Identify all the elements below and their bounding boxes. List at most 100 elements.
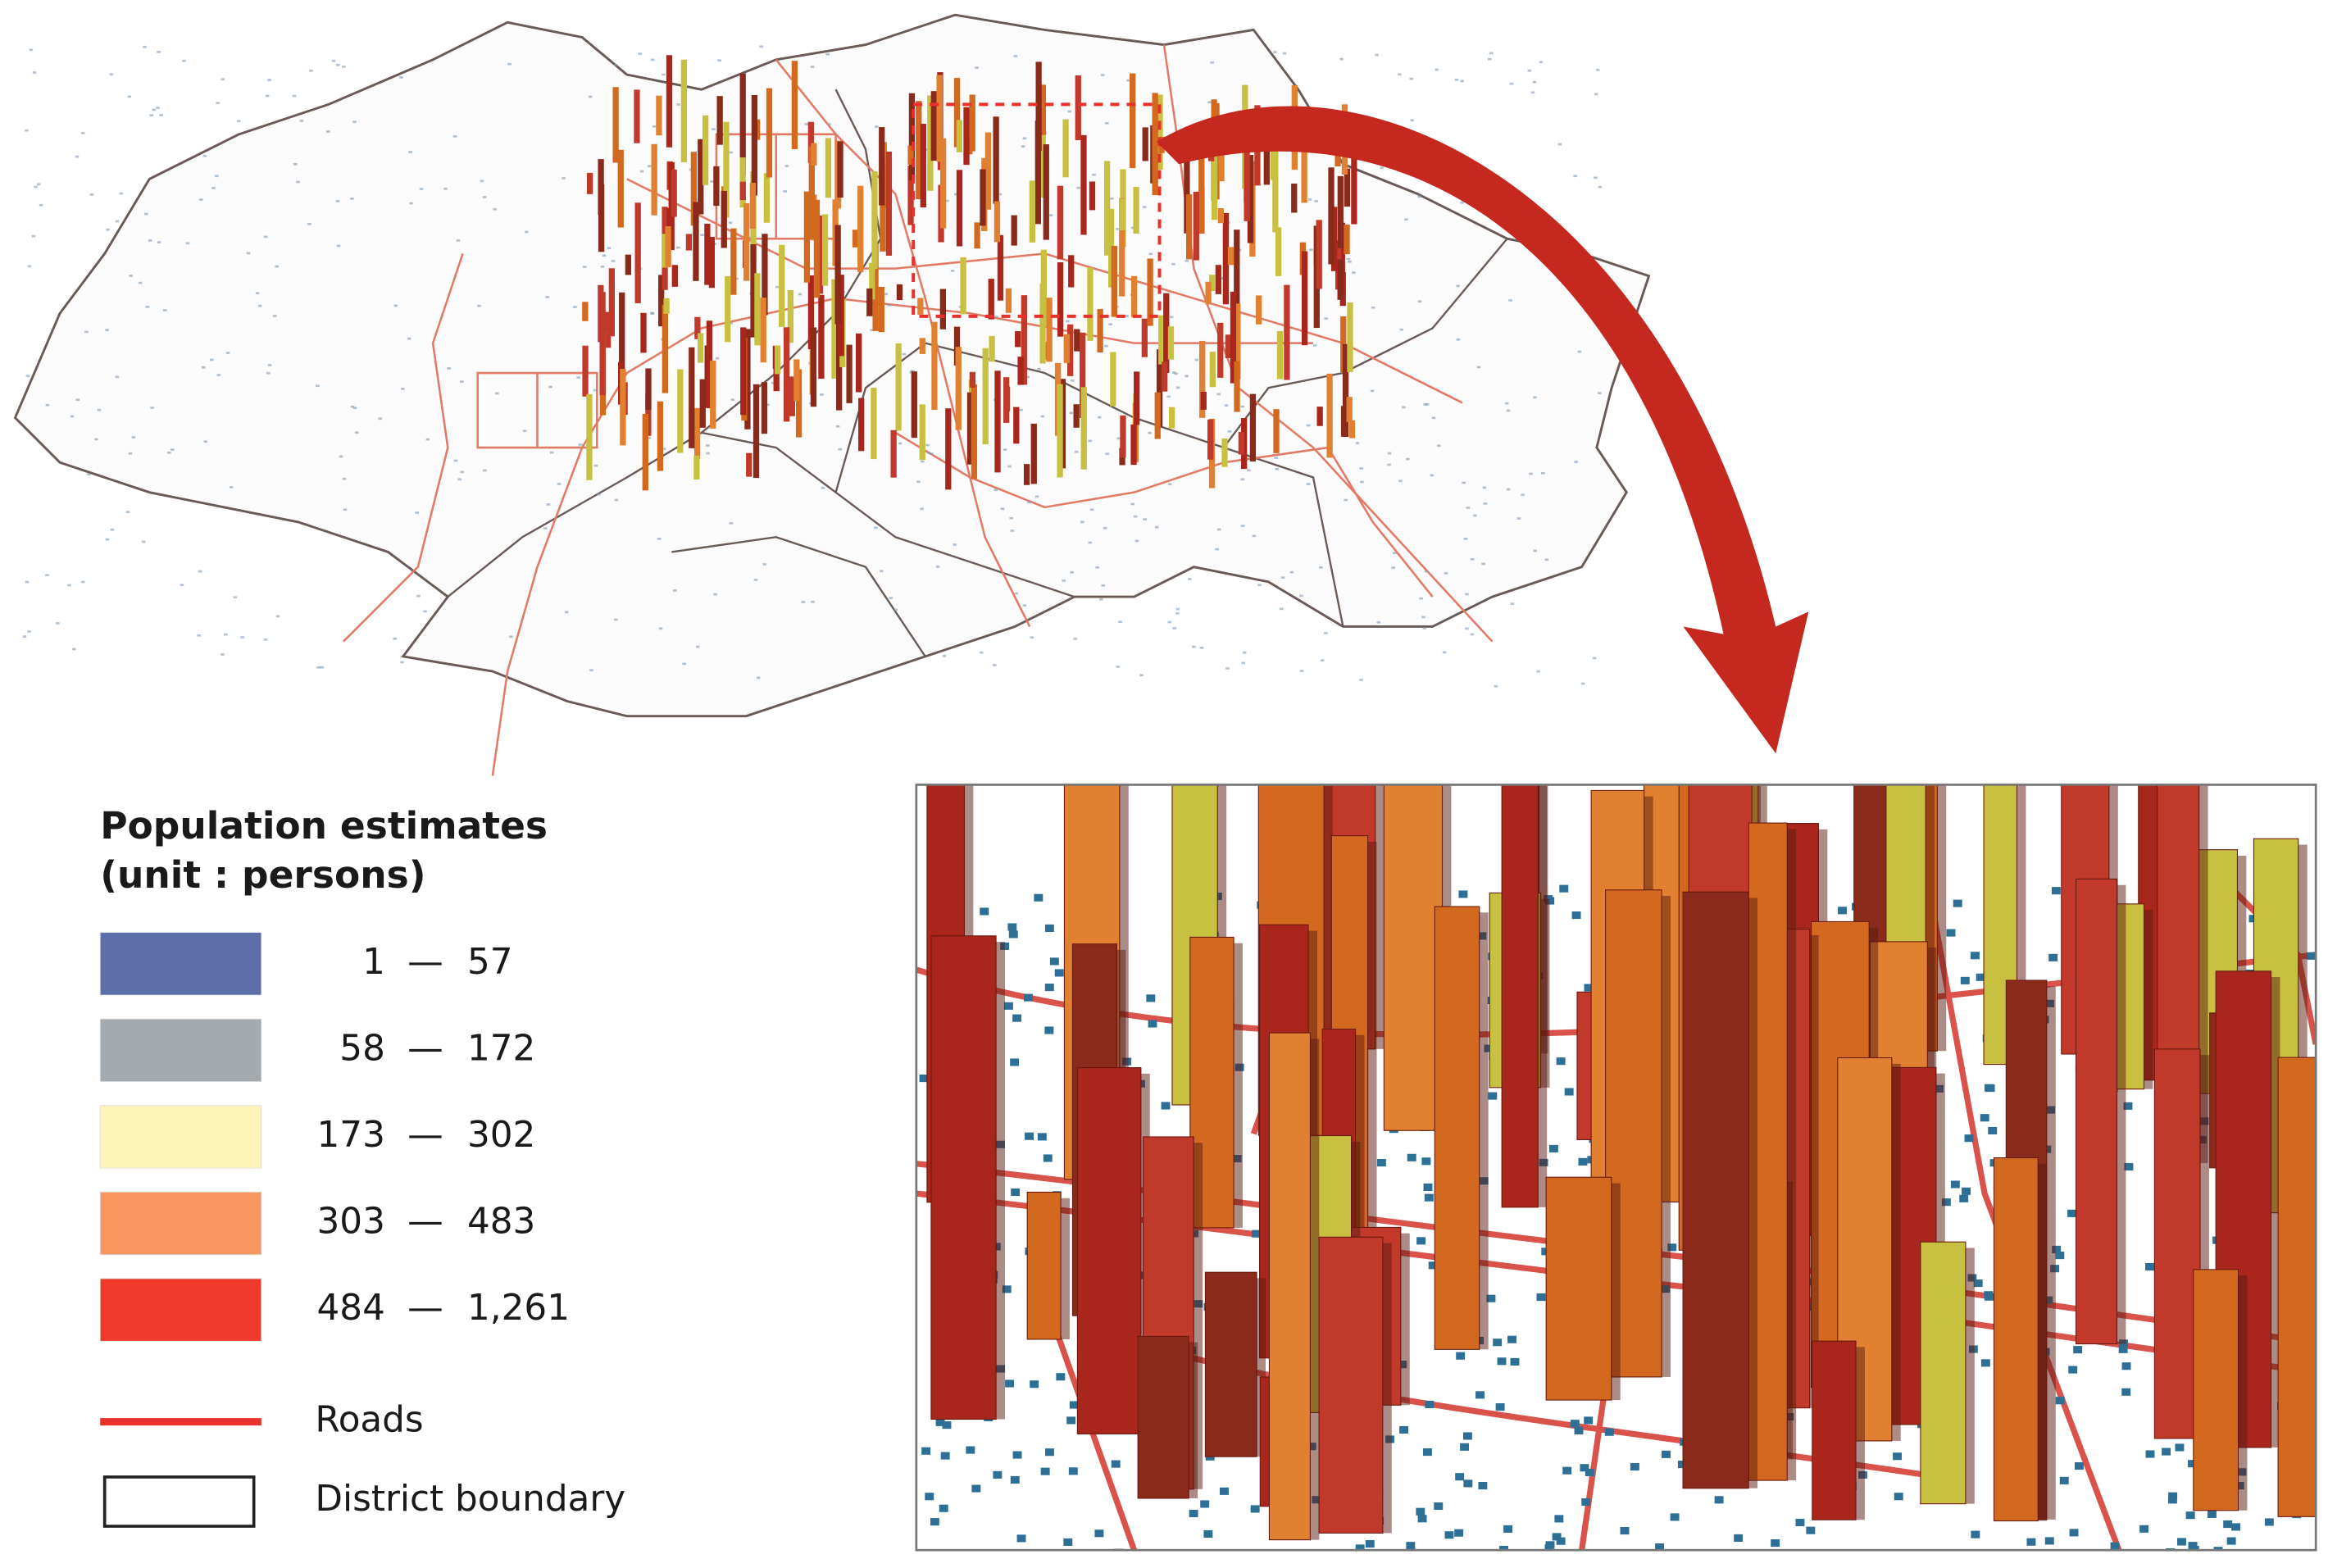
building-dot [1592, 657, 1597, 660]
building [1444, 1531, 1454, 1539]
building-dot [1533, 549, 1538, 552]
building [1507, 1335, 1516, 1343]
building-dot [564, 611, 569, 614]
inset-bar [1383, 784, 1444, 1131]
building [2208, 1510, 2217, 1518]
building-dot [910, 370, 915, 372]
building [1971, 1551, 1980, 1558]
building [1458, 890, 1468, 898]
building-dot [546, 503, 551, 506]
building-dot [820, 393, 824, 396]
inset-bar [2076, 878, 2118, 1345]
building [1584, 1416, 1594, 1425]
building [2188, 1542, 2198, 1550]
building-dot [1398, 73, 1402, 76]
building-dot [456, 239, 461, 242]
building-dot [1105, 452, 1109, 456]
building-dot [1510, 602, 1515, 606]
map-bar [1015, 331, 1021, 348]
map-bar [793, 359, 800, 402]
map-bar [916, 101, 922, 200]
map-bar [1234, 230, 1240, 330]
boundary-swatch [102, 1475, 256, 1528]
map-bar [956, 170, 963, 247]
building-dot [916, 480, 921, 484]
building-dot [1476, 366, 1481, 369]
building [940, 1452, 950, 1460]
legend-swatch [99, 1105, 262, 1169]
building-dot [457, 478, 462, 481]
building-dot [400, 661, 404, 664]
building-dot [998, 193, 1003, 196]
legend-separator: — [407, 1201, 443, 1243]
building-dot [399, 76, 403, 79]
map-bar [749, 183, 757, 230]
building-dot [221, 78, 225, 81]
building-dot [573, 306, 577, 308]
building-dot [1080, 520, 1084, 524]
building-dot [1037, 367, 1041, 370]
building-dot [275, 615, 280, 618]
map-bar [751, 94, 758, 196]
building-dot [1409, 77, 1413, 80]
map-bar [825, 138, 832, 198]
building [2110, 1542, 2120, 1550]
inset-bar-side [2271, 977, 2280, 1448]
building-dot [263, 235, 268, 239]
map-bar [586, 393, 593, 480]
map-bar [706, 320, 713, 409]
building-dot [156, 107, 160, 109]
building-dot [1598, 185, 1603, 189]
building-dot [602, 254, 607, 257]
building-dot [1387, 463, 1391, 466]
building-dot [729, 151, 733, 154]
building-dot [614, 498, 619, 502]
building-dot [507, 62, 512, 66]
building [1425, 1400, 1435, 1409]
building-dot [105, 329, 109, 331]
building [1044, 1026, 1054, 1034]
building-dot [1184, 375, 1189, 378]
map-bar [634, 89, 640, 143]
building-dot [1104, 344, 1108, 348]
building-dot [1274, 457, 1279, 460]
building-dot [1487, 57, 1492, 61]
building [980, 907, 989, 916]
map-bar [617, 149, 624, 228]
building-dot [729, 522, 733, 525]
map-bar [1291, 183, 1298, 213]
building-dot [1022, 137, 1027, 140]
map-bar [993, 201, 1001, 243]
map-bar [997, 234, 1004, 301]
building-dot [1021, 145, 1025, 148]
building-dot [1404, 218, 1408, 221]
building-dot [1184, 259, 1189, 262]
building [2121, 1362, 2131, 1370]
building-dot [1167, 620, 1172, 624]
building-dot [578, 443, 583, 446]
inset-bar-side [2017, 784, 2026, 1065]
building [1063, 1538, 1073, 1546]
building [2213, 1547, 2223, 1551]
building-dot [125, 511, 130, 514]
building-dot [1527, 69, 1532, 72]
building [2069, 1529, 2079, 1537]
map-bar [1066, 324, 1074, 376]
building [1069, 1401, 1079, 1409]
building [1406, 1542, 1416, 1550]
map-bar [598, 184, 605, 252]
building-dot [944, 199, 949, 202]
building-dot [1574, 461, 1578, 463]
map-bar [1021, 295, 1028, 385]
building-dot [1370, 389, 1375, 393]
map-bar [1157, 94, 1163, 170]
building-dot [1092, 173, 1096, 176]
building-dot [597, 493, 601, 496]
building-dot [335, 200, 340, 202]
building-dot [889, 597, 893, 599]
building-dot [163, 309, 167, 311]
building-dot [182, 59, 186, 62]
legend-to: 302 [467, 1114, 535, 1156]
building-dot [56, 622, 60, 625]
